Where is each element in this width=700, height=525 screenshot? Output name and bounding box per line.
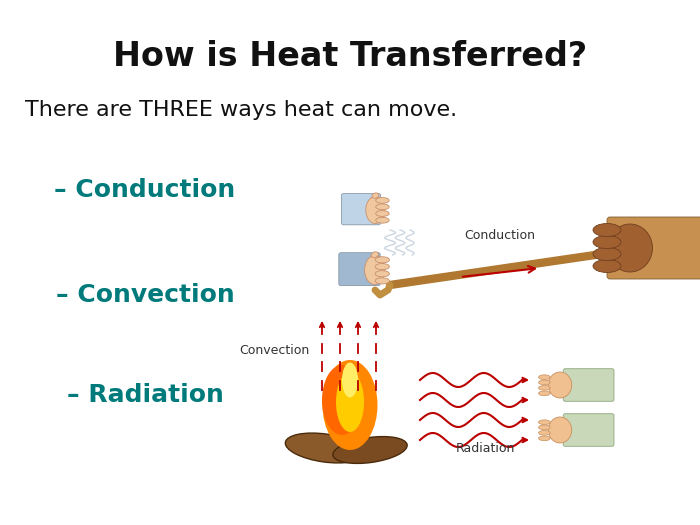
Text: Radiation: Radiation xyxy=(455,442,514,455)
Ellipse shape xyxy=(342,362,358,397)
Ellipse shape xyxy=(593,224,621,236)
Ellipse shape xyxy=(593,236,621,248)
FancyBboxPatch shape xyxy=(339,253,380,286)
Ellipse shape xyxy=(286,433,365,463)
Ellipse shape xyxy=(538,420,550,425)
Ellipse shape xyxy=(548,372,572,398)
FancyBboxPatch shape xyxy=(342,194,381,225)
Ellipse shape xyxy=(365,256,385,285)
Ellipse shape xyxy=(548,417,572,443)
Ellipse shape xyxy=(593,259,621,272)
Ellipse shape xyxy=(372,193,379,198)
Text: – Convection: – Convection xyxy=(55,283,234,307)
Ellipse shape xyxy=(375,257,389,263)
Text: – Radiation: – Radiation xyxy=(66,383,223,407)
Ellipse shape xyxy=(538,391,550,396)
Ellipse shape xyxy=(538,380,550,385)
Ellipse shape xyxy=(538,430,550,435)
Text: There are THREE ways heat can move.: There are THREE ways heat can move. xyxy=(25,100,457,120)
Ellipse shape xyxy=(538,425,550,430)
Ellipse shape xyxy=(376,204,389,209)
FancyBboxPatch shape xyxy=(564,369,614,401)
Ellipse shape xyxy=(593,247,621,260)
Text: How is Heat Transferred?: How is Heat Transferred? xyxy=(113,40,587,73)
Ellipse shape xyxy=(538,385,550,390)
Ellipse shape xyxy=(332,437,407,464)
Text: Convection: Convection xyxy=(239,343,310,356)
Ellipse shape xyxy=(323,360,377,450)
Ellipse shape xyxy=(322,365,362,435)
Ellipse shape xyxy=(366,196,385,224)
Ellipse shape xyxy=(538,436,550,440)
FancyBboxPatch shape xyxy=(607,217,700,279)
Ellipse shape xyxy=(538,375,550,380)
Ellipse shape xyxy=(608,224,652,272)
Text: – Conduction: – Conduction xyxy=(55,178,236,202)
Ellipse shape xyxy=(375,278,389,284)
Ellipse shape xyxy=(376,217,389,223)
Ellipse shape xyxy=(375,271,389,277)
Ellipse shape xyxy=(376,197,389,203)
Ellipse shape xyxy=(371,252,379,258)
Ellipse shape xyxy=(376,211,389,216)
Text: Conduction: Conduction xyxy=(465,229,536,242)
Ellipse shape xyxy=(375,264,389,270)
FancyBboxPatch shape xyxy=(564,414,614,446)
Ellipse shape xyxy=(336,372,364,432)
